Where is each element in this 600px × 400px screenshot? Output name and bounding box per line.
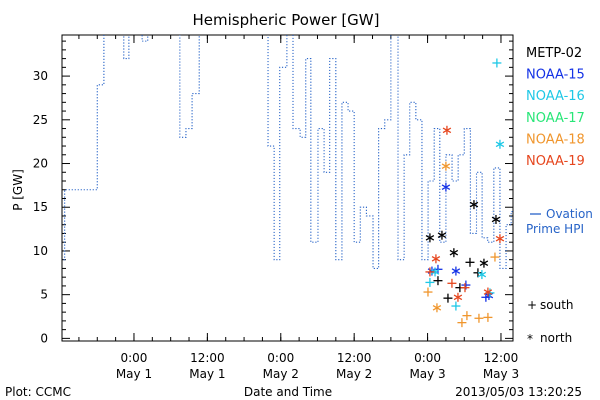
noaa-16-south-marker [492, 58, 502, 68]
y-tick-label: 20 [33, 157, 48, 171]
noaa-19-south-marker [425, 267, 435, 277]
y-axis-label: P [GW] [11, 169, 25, 211]
legend-item-noaa-17: NOAA-17 [526, 111, 585, 126]
x-tick-time-label: 0:00 [120, 351, 147, 365]
x-tick-date-label: May 2 [336, 367, 372, 381]
legend-item-noaa-18: NOAA-18 [526, 132, 585, 147]
metp-02-south-marker [433, 276, 443, 286]
x-tick-time-label: 12:00 [337, 351, 372, 365]
noaa-18-south-marker [457, 318, 467, 328]
x-tick-time-label: 12:00 [484, 351, 519, 365]
noaa-18-north-marker [441, 161, 451, 171]
asterisk-stroke [477, 271, 487, 278]
metp-02-north-marker [425, 233, 435, 243]
noaa-15-north-marker [441, 182, 451, 192]
ovation-legend-label: Ovation Prime HPI [526, 207, 593, 236]
metp-02-north-marker [449, 248, 459, 258]
asterisk-stroke [495, 235, 505, 242]
noaa-19-north-marker [453, 292, 463, 302]
asterisk-stroke [441, 163, 451, 169]
asterisk-stroke [441, 184, 451, 190]
noaa-19-north-marker [495, 234, 505, 244]
asterisk-stroke [425, 235, 435, 241]
metp-02-north-marker [491, 214, 501, 224]
y-tick-label: 30 [33, 69, 48, 83]
x-tick-date-label: May 3 [409, 367, 445, 381]
ovation-prime-hpi-line [63, 35, 513, 269]
noaa-18-south-marker [474, 313, 484, 323]
metp-02-south-marker [465, 257, 475, 267]
y-tick-label: 5 [40, 288, 48, 302]
x-axis-label: Date and Time [244, 385, 332, 399]
noaa-19-north-marker [483, 287, 493, 297]
noaa-15-south-marker [481, 292, 491, 302]
south-key-symbol: + [527, 298, 537, 312]
asterisk-stroke [451, 268, 461, 274]
x-tick-date-label: May 3 [483, 367, 519, 381]
metp-02-north-marker [437, 230, 447, 240]
noaa-19-north-marker [431, 254, 441, 264]
asterisk-stroke [449, 249, 459, 256]
noaa-15-north-marker [451, 266, 461, 276]
noaa-18-south-marker [423, 287, 433, 297]
plot-credit: Plot: CCMC [5, 385, 71, 399]
metp-02-south-marker [443, 293, 453, 303]
legend-item-noaa-16: NOAA-16 [526, 89, 585, 104]
north-key-label: north [540, 331, 572, 345]
legend-item-noaa-19: NOAA-19 [526, 154, 585, 169]
legend-item-noaa-15: NOAA-15 [526, 68, 585, 83]
y-tick-label: 15 [33, 200, 48, 214]
asterisk-stroke [495, 141, 505, 148]
noaa-18-south-marker [490, 252, 500, 262]
x-tick-time-label: 0:00 [414, 351, 441, 365]
asterisk-stroke [491, 216, 501, 223]
noaa-16-north-marker [477, 270, 487, 280]
noaa-16-south-marker [425, 277, 435, 287]
asterisk-stroke [432, 304, 442, 311]
asterisk-stroke [442, 127, 452, 134]
x-tick-time-label: 0:00 [267, 351, 294, 365]
y-tick-label: 0 [40, 331, 48, 345]
x-tick-date-label: May 1 [116, 367, 152, 381]
legend-item-metp-02: METP-02 [526, 46, 582, 61]
noaa-16-north-marker [495, 139, 505, 149]
x-tick-date-label: May 2 [263, 367, 299, 381]
asterisk-stroke [469, 201, 479, 208]
metp-02-north-marker [469, 200, 479, 210]
x-tick-date-label: May 1 [189, 367, 225, 381]
noaa-19-south-marker [460, 283, 470, 293]
asterisk-stroke [483, 289, 493, 295]
y-tick-label: 10 [33, 244, 48, 258]
noaa-19-south-marker [447, 278, 457, 288]
asterisk-stroke [430, 269, 440, 275]
y-tick-label: 25 [33, 113, 48, 127]
noaa-16-north-marker [430, 267, 440, 277]
noaa-19-north-marker [442, 125, 452, 135]
legend: METP-02 NOAA-15 NOAA-16 NOAA-17 NOAA-18 NOAA-… [526, 46, 585, 169]
axes: 0 5 10 15 20 25 30 0:00 May 1 12:00 May 1 0:00 May 2… [33, 35, 519, 381]
metp-02-north-marker [479, 258, 489, 268]
noaa-16-south-marker [451, 301, 461, 311]
noaa-18-south-marker [483, 312, 493, 322]
chart-title: Hemispheric Power [GW] [193, 11, 380, 29]
x-tick-time-label: 12:00 [190, 351, 225, 365]
plot-frame [61, 34, 514, 342]
asterisk-stroke [479, 260, 489, 267]
noaa-18-north-marker [432, 303, 442, 313]
asterisk-stroke [431, 256, 441, 262]
plot-timestamp: 2013/05/03 13:20:25 [455, 385, 582, 399]
series-layer [63, 35, 513, 328]
south-key-label: south [540, 298, 574, 312]
north-key-symbol: * [527, 332, 533, 346]
asterisk-stroke [453, 294, 463, 301]
asterisk-stroke [437, 232, 447, 239]
noaa-18-south-marker [462, 311, 472, 321]
